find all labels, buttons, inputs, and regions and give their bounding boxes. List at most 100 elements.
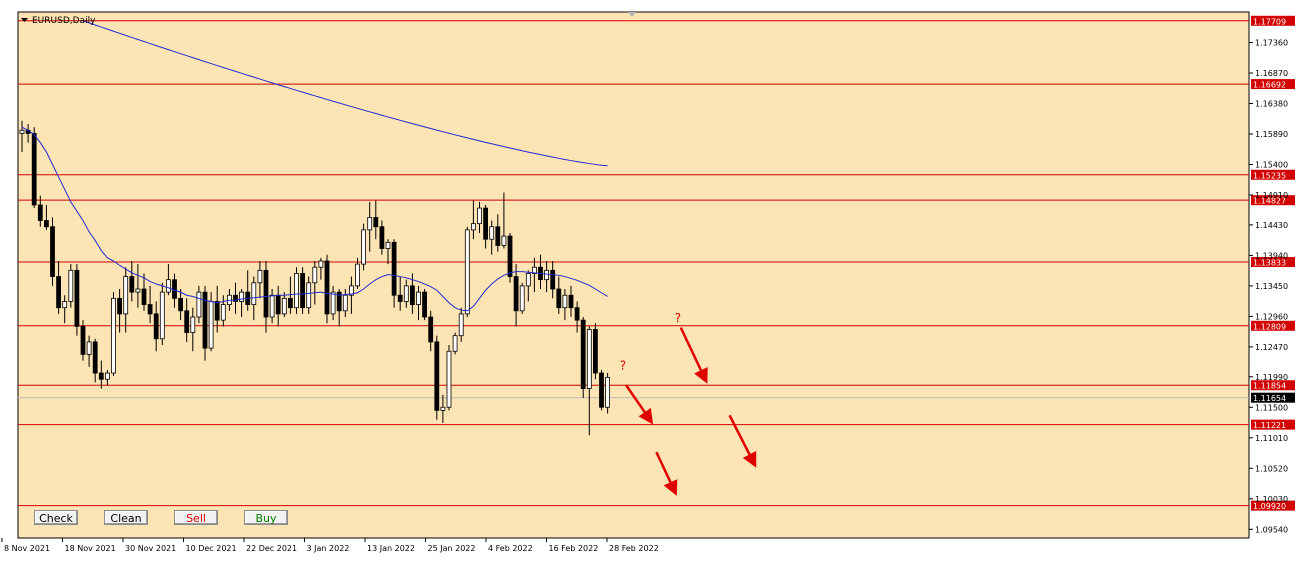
down-arrow-annotation[interactable] bbox=[655, 451, 678, 496]
candle[interactable] bbox=[379, 220, 385, 255]
candle[interactable] bbox=[56, 260, 61, 314]
candle[interactable] bbox=[519, 282, 525, 314]
candle[interactable] bbox=[135, 264, 141, 308]
candle[interactable] bbox=[470, 200, 476, 240]
candle[interactable] bbox=[159, 282, 165, 346]
candle[interactable] bbox=[452, 332, 458, 355]
candle[interactable] bbox=[580, 317, 586, 398]
candle[interactable] bbox=[507, 232, 513, 283]
candle[interactable] bbox=[86, 335, 92, 367]
candle[interactable] bbox=[586, 326, 592, 436]
candle[interactable] bbox=[312, 260, 318, 305]
candle[interactable] bbox=[287, 276, 293, 314]
candle[interactable] bbox=[153, 301, 159, 352]
candle[interactable] bbox=[80, 320, 86, 361]
candle[interactable] bbox=[294, 267, 299, 314]
candle[interactable] bbox=[196, 285, 202, 324]
candle[interactable] bbox=[184, 298, 190, 342]
candle[interactable] bbox=[50, 217, 55, 286]
sell-button[interactable]: Sell bbox=[174, 510, 218, 525]
candle[interactable] bbox=[348, 276, 354, 314]
candle[interactable] bbox=[568, 285, 574, 318]
candle[interactable] bbox=[330, 285, 336, 321]
candle[interactable] bbox=[550, 260, 556, 299]
candle[interactable] bbox=[361, 223, 367, 271]
candle[interactable] bbox=[178, 289, 184, 321]
candle[interactable] bbox=[19, 120, 25, 153]
candle[interactable] bbox=[391, 239, 397, 308]
candle[interactable] bbox=[495, 214, 501, 252]
candle[interactable] bbox=[165, 264, 171, 296]
candle[interactable] bbox=[385, 239, 391, 265]
candle[interactable] bbox=[68, 264, 74, 308]
candle[interactable] bbox=[257, 260, 263, 299]
candle[interactable] bbox=[239, 289, 245, 318]
candle[interactable] bbox=[129, 260, 135, 302]
candle[interactable] bbox=[367, 201, 373, 252]
candle[interactable] bbox=[318, 257, 324, 280]
candle[interactable] bbox=[123, 267, 129, 333]
candle[interactable] bbox=[434, 335, 440, 420]
candle[interactable] bbox=[599, 369, 604, 411]
candle[interactable] bbox=[300, 267, 306, 314]
candle[interactable] bbox=[98, 360, 104, 389]
candle[interactable] bbox=[397, 276, 403, 311]
candle[interactable] bbox=[220, 295, 226, 327]
candle[interactable] bbox=[147, 285, 153, 324]
candle[interactable] bbox=[501, 192, 507, 249]
candle[interactable] bbox=[440, 394, 446, 423]
plot-area[interactable] bbox=[17, 11, 1250, 539]
candle[interactable] bbox=[544, 260, 549, 293]
candle[interactable] bbox=[556, 276, 562, 314]
candle[interactable] bbox=[532, 257, 537, 293]
candle[interactable] bbox=[92, 338, 98, 383]
candle[interactable] bbox=[31, 127, 37, 209]
candle[interactable] bbox=[489, 220, 495, 255]
candle[interactable] bbox=[513, 264, 519, 327]
candle[interactable] bbox=[233, 282, 238, 314]
candle[interactable] bbox=[111, 292, 116, 377]
candle[interactable] bbox=[269, 289, 275, 324]
check-button[interactable]: Check bbox=[34, 510, 78, 525]
candle[interactable] bbox=[281, 292, 287, 318]
candle[interactable] bbox=[214, 285, 220, 333]
candle[interactable] bbox=[117, 289, 122, 333]
candle[interactable] bbox=[190, 307, 196, 352]
candle[interactable] bbox=[477, 201, 482, 233]
candle[interactable] bbox=[44, 204, 49, 230]
candle[interactable] bbox=[416, 285, 421, 321]
candle[interactable] bbox=[306, 276, 312, 314]
candle[interactable] bbox=[428, 310, 434, 352]
candle[interactable] bbox=[324, 254, 330, 324]
candle[interactable] bbox=[483, 204, 489, 249]
candle[interactable] bbox=[251, 276, 257, 321]
candle[interactable] bbox=[458, 307, 464, 342]
candle[interactable] bbox=[422, 289, 428, 321]
candle[interactable] bbox=[373, 200, 379, 240]
candle[interactable] bbox=[446, 345, 452, 411]
candle[interactable] bbox=[342, 289, 348, 318]
candle[interactable] bbox=[37, 195, 43, 227]
down-arrow-annotation[interactable] bbox=[728, 414, 757, 468]
candle[interactable] bbox=[355, 257, 360, 290]
candle[interactable] bbox=[74, 264, 80, 336]
candle[interactable] bbox=[525, 270, 531, 302]
down-arrow-annotation[interactable] bbox=[624, 384, 654, 425]
buy-button[interactable]: Buy bbox=[244, 510, 288, 525]
candle[interactable] bbox=[141, 273, 147, 311]
candle[interactable] bbox=[403, 279, 409, 308]
candle[interactable] bbox=[593, 323, 598, 380]
candle[interactable] bbox=[464, 226, 470, 318]
candle[interactable] bbox=[605, 373, 610, 414]
down-arrow-annotation[interactable] bbox=[679, 327, 708, 384]
candle[interactable] bbox=[574, 301, 580, 333]
clean-button[interactable]: Clean bbox=[104, 510, 148, 525]
candle[interactable] bbox=[562, 289, 568, 321]
candle[interactable] bbox=[62, 295, 68, 324]
candle[interactable] bbox=[202, 285, 208, 361]
symbol-dropdown-icon[interactable] bbox=[21, 18, 28, 22]
scroll-marker-icon[interactable] bbox=[628, 12, 636, 17]
candle[interactable] bbox=[105, 369, 110, 386]
